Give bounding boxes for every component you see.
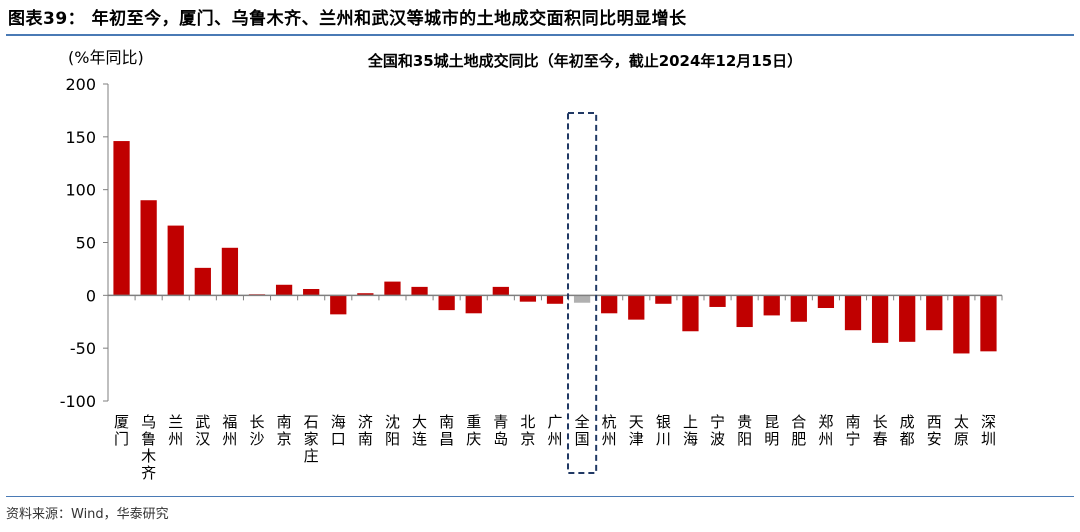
y-tick-label: -50 <box>70 339 96 358</box>
bar-成都 <box>899 295 916 342</box>
y-tick-label: -100 <box>60 392 96 411</box>
bar-合肥 <box>790 295 807 322</box>
bar-chart: 全国和35城土地成交同比（年初至今，截止2024年12月15日） (%年同比) … <box>60 48 1003 482</box>
category-label: 太原 <box>954 413 969 448</box>
bar-上海 <box>682 295 699 332</box>
category-label: 乌鲁木齐 <box>141 413 156 482</box>
category-label: 大连 <box>412 413 427 448</box>
bar-郑州 <box>817 295 835 309</box>
x-axis <box>107 294 1003 301</box>
y-tick-label: 50 <box>76 234 96 253</box>
highlight-box <box>567 112 598 474</box>
bar-沈阳 <box>384 281 401 296</box>
category-label: 深圳 <box>981 413 996 448</box>
category-label: 杭州 <box>602 413 617 448</box>
category-label: 贵阳 <box>737 413 752 448</box>
category-label: 青岛 <box>493 413 508 448</box>
y-tick-label: 100 <box>65 181 96 200</box>
bar-武汉 <box>194 267 211 296</box>
bar-乌鲁木齐 <box>140 200 157 296</box>
title-rule <box>6 34 1074 36</box>
bar-深圳 <box>980 295 997 352</box>
bar-兰州 <box>167 225 184 296</box>
category-label: 南昌 <box>439 413 454 448</box>
bar-福州 <box>221 247 239 296</box>
chart-title: 全国和35城土地成交同比（年初至今，截止2024年12月15日） <box>367 52 802 70</box>
category-label: 广州 <box>547 413 562 448</box>
bar-广州 <box>546 295 564 304</box>
category-label: 西安 <box>927 413 942 448</box>
bar-海口 <box>330 295 347 315</box>
bar-昆明 <box>763 295 780 316</box>
category-label: 天津 <box>629 413 644 448</box>
category-label: 石家庄 <box>304 413 319 465</box>
y-tick-label: 150 <box>65 128 96 147</box>
category-labels: 厦门乌鲁木齐兰州武汉福州长沙南京石家庄海口济南沈阳大连南昌重庆青岛北京广州全国杭… <box>114 413 996 482</box>
bar-太原 <box>953 295 970 354</box>
category-label: 合肥 <box>791 413 806 448</box>
category-label: 宁波 <box>710 413 725 448</box>
category-label: 全国 <box>575 413 590 448</box>
category-label: 海口 <box>331 413 346 448</box>
category-label: 济南 <box>358 413 373 448</box>
y-tick-label: 200 <box>65 75 96 94</box>
category-label: 上海 <box>683 413 698 448</box>
bar-银川 <box>655 295 672 304</box>
bottom-rule <box>6 496 1074 497</box>
bar-天津 <box>628 295 645 320</box>
category-label: 厦门 <box>114 413 129 448</box>
bar-杭州 <box>601 295 618 314</box>
figure-title: 图表39： 年初至今，厦门、乌鲁木齐、兰州和武汉等城市的土地成交面积同比明显增长 <box>8 9 687 29</box>
bar-南京 <box>275 284 293 296</box>
category-label: 长春 <box>873 413 888 448</box>
category-label: 兰州 <box>168 413 183 448</box>
category-label: 郑州 <box>818 413 833 448</box>
category-label: 昆明 <box>764 413 779 448</box>
bar-重庆 <box>465 295 482 314</box>
bar-宁波 <box>709 295 726 307</box>
bar-北京 <box>519 295 537 302</box>
bar-贵阳 <box>736 295 753 328</box>
category-label: 武汉 <box>195 413 210 448</box>
bar-长春 <box>871 295 889 343</box>
category-label: 沈阳 <box>385 413 400 448</box>
source-note: 资料来源：Wind，华泰研究 <box>6 507 169 522</box>
bar-西安 <box>926 295 943 331</box>
y-axis: -100 -50 0 50 100 150 200 <box>60 75 109 411</box>
bar-大连 <box>411 286 428 296</box>
y-tick-label: 0 <box>86 286 96 305</box>
category-label: 长沙 <box>249 413 264 448</box>
bar-厦门 <box>113 141 130 296</box>
bar-济南 <box>357 293 374 296</box>
bar-青岛 <box>492 286 509 296</box>
category-label: 南京 <box>277 413 292 448</box>
category-label: 福州 <box>222 413 237 448</box>
category-label: 重庆 <box>466 413 481 448</box>
category-label: 银川 <box>656 413 671 448</box>
bar-石家庄 <box>303 288 320 296</box>
category-label: 成都 <box>900 413 915 448</box>
bar-南昌 <box>438 295 455 311</box>
category-label: 南宁 <box>845 413 860 448</box>
bars-group <box>113 141 997 354</box>
bar-全国 <box>573 295 591 303</box>
y-axis-label: (%年同比) <box>68 48 144 67</box>
bar-南宁 <box>844 295 862 331</box>
category-label: 北京 <box>520 413 535 448</box>
